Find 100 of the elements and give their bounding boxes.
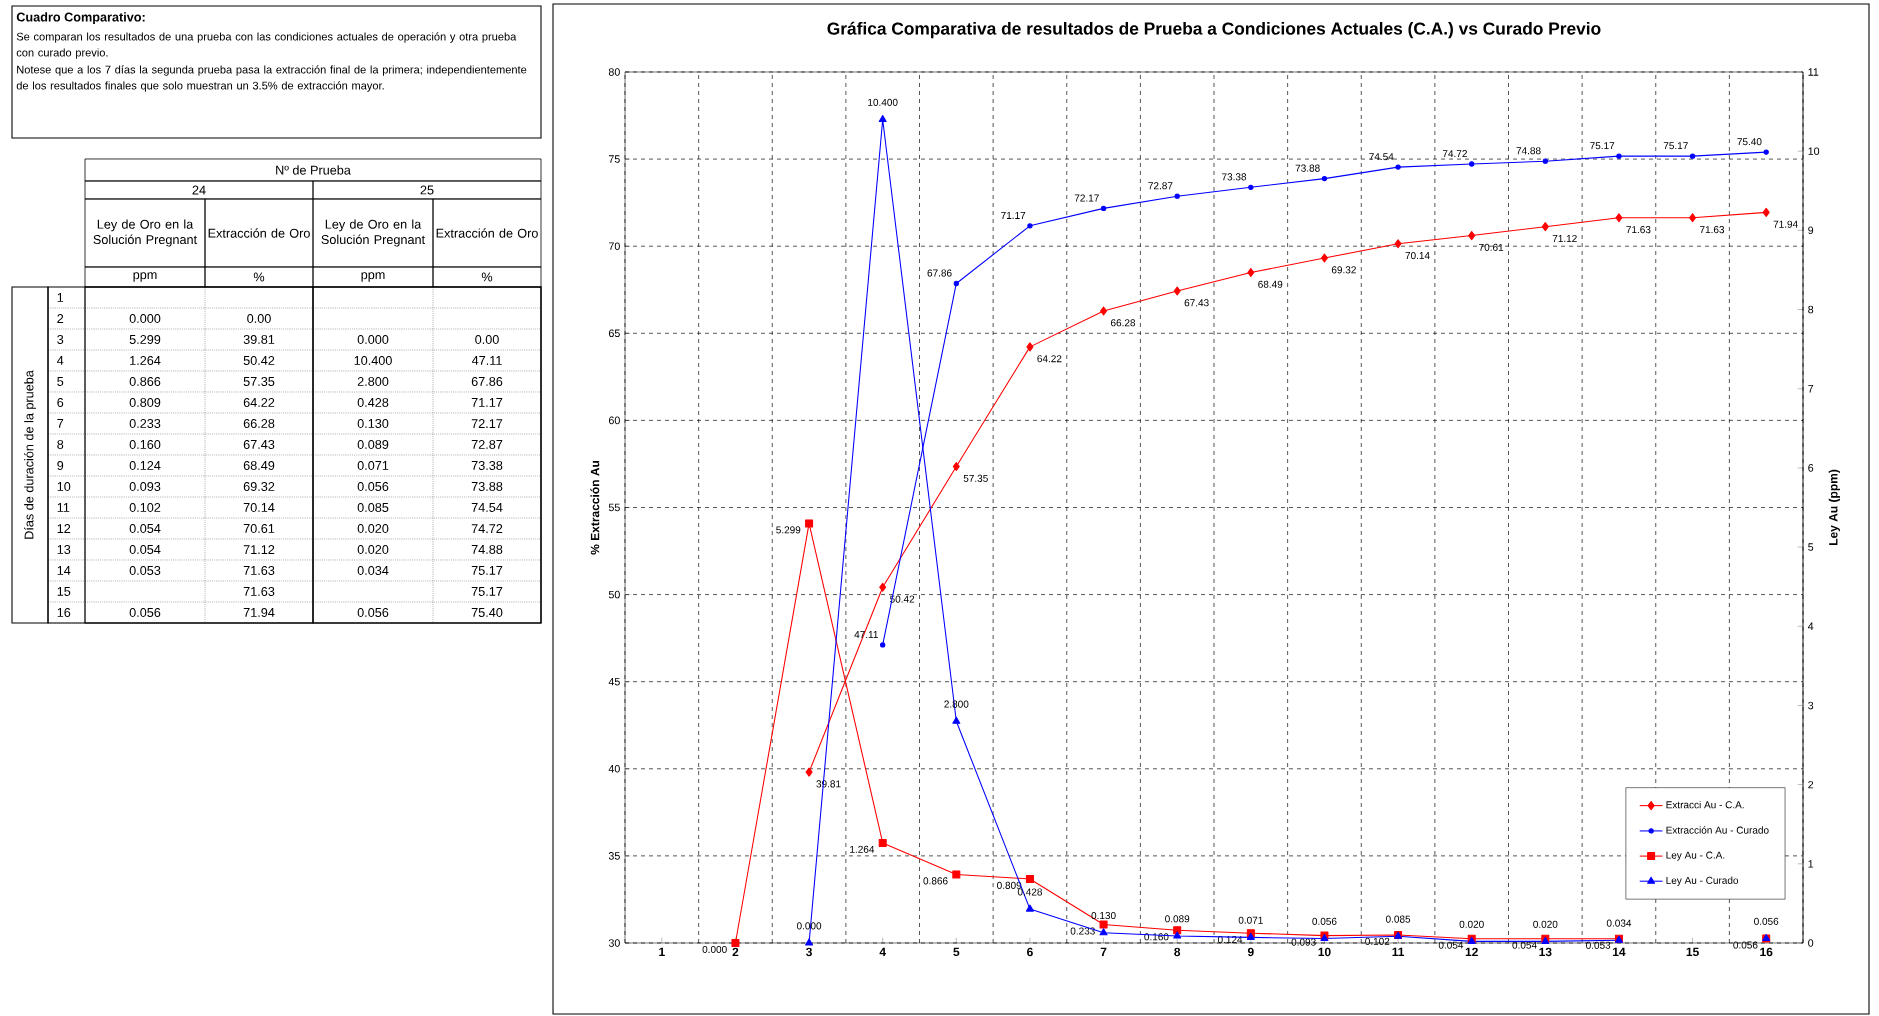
text: 5.299 bbox=[129, 335, 161, 344]
data-label: 66.28 bbox=[1111, 319, 1136, 327]
text: 73.88 bbox=[471, 482, 503, 491]
text: 0.054 bbox=[129, 524, 161, 533]
data-label: 0.102 bbox=[1365, 937, 1390, 945]
x-tick-label: 13 bbox=[1539, 947, 1552, 957]
text: 50.42 bbox=[243, 356, 275, 365]
text: 57.35 bbox=[243, 377, 275, 386]
data-label: 0.093 bbox=[1291, 938, 1316, 946]
text: 0.085 bbox=[357, 503, 389, 512]
data-label: 70.61 bbox=[1479, 243, 1504, 251]
y-tick-label: 50 bbox=[608, 590, 620, 599]
text: 1.264 bbox=[130, 356, 161, 365]
data-label: 2.800 bbox=[944, 700, 969, 708]
text: Notese que a los 7 días la segunda prueba pasa la extracción final de la primera; independientemente de los resultados finales que solo muestran un 3.5% de extracción mayor. bbox=[16, 65, 527, 92]
text: 0.000 bbox=[357, 335, 389, 344]
text: 0.056 bbox=[129, 608, 161, 617]
text: 0.054 bbox=[129, 545, 161, 554]
text: 73.38 bbox=[471, 461, 503, 470]
text: 0.160 bbox=[129, 440, 161, 449]
x-tick-label: 14 bbox=[1613, 947, 1626, 956]
x-tick-label: 16 bbox=[1760, 947, 1773, 957]
text: Se comparan los resultados de una prueba con las condiciones actuales de operación y otra prueba con curado previo. bbox=[16, 32, 517, 59]
x-tick-label: Extracción de Oro bbox=[208, 228, 310, 238]
text: 71.63 bbox=[243, 566, 275, 575]
data-label: 64.22 bbox=[1037, 355, 1062, 363]
data-label: 0.809 bbox=[997, 881, 1022, 889]
data-label: 0.233 bbox=[1070, 927, 1095, 935]
data-label: 0.124 bbox=[1217, 936, 1243, 944]
y2-tick-label: 4 bbox=[1807, 622, 1814, 630]
data-label: 0.056 bbox=[1733, 941, 1758, 949]
text: 75.17 bbox=[471, 587, 503, 596]
data-label: 68.49 bbox=[1258, 280, 1283, 288]
text: 25 bbox=[420, 185, 434, 195]
data-label: 67.86 bbox=[927, 269, 952, 277]
data-label: 0.160 bbox=[1144, 933, 1169, 941]
y-tick-label: 70 bbox=[608, 242, 620, 250]
y-tick-label: 55 bbox=[608, 503, 620, 512]
data-label: 0.056 bbox=[1312, 917, 1337, 925]
y-tick-label: 14 bbox=[57, 566, 71, 575]
data-label: 71.12 bbox=[1552, 234, 1577, 242]
data-label: 75.17 bbox=[1590, 142, 1615, 150]
text: 75.17 bbox=[471, 566, 503, 575]
y-tick-label: 30 bbox=[608, 939, 620, 947]
y-tick-label: 60 bbox=[608, 416, 620, 425]
data-label: 0.071 bbox=[1238, 916, 1263, 924]
y-tick-label: 35 bbox=[608, 852, 620, 860]
y-tick-label: 13 bbox=[57, 545, 71, 554]
data-label: 73.38 bbox=[1222, 173, 1247, 181]
text: 72.17 bbox=[471, 419, 503, 428]
y2-tick-label: 10 bbox=[1808, 147, 1820, 155]
text: 0.102 bbox=[129, 503, 161, 512]
text: 0.124 bbox=[129, 461, 161, 470]
data-label: 74.88 bbox=[1516, 147, 1541, 155]
data-label: 72.87 bbox=[1148, 182, 1173, 190]
y-tick-label: 7 bbox=[57, 419, 64, 428]
text: 47.11 bbox=[471, 356, 502, 365]
text: 75.40 bbox=[471, 608, 503, 617]
legend-label: Ley Au - C.A. bbox=[1666, 851, 1725, 861]
data-label: 5.299 bbox=[776, 526, 801, 534]
legend-label: Extracción Au - Curado bbox=[1666, 826, 1769, 834]
x-tick-label: 8 bbox=[1174, 947, 1181, 957]
text: 74.72 bbox=[471, 524, 503, 533]
data-label: 69.32 bbox=[1331, 266, 1356, 274]
data-label: 0.866 bbox=[923, 877, 948, 885]
data-label: 1.264 bbox=[850, 845, 875, 853]
y-tick-label: 3 bbox=[57, 335, 64, 344]
y-tick-label: 9 bbox=[57, 461, 64, 470]
text: 64.22 bbox=[243, 398, 275, 407]
text: 2.800 bbox=[357, 377, 389, 386]
x-tick-label: 7 bbox=[1100, 947, 1107, 956]
text: 67.86 bbox=[471, 377, 503, 386]
y-tick-label: 8 bbox=[57, 440, 64, 449]
y-axis-title: % Extracción Au bbox=[590, 460, 600, 555]
data-label: 73.88 bbox=[1295, 164, 1320, 172]
text: 70.61 bbox=[243, 524, 275, 533]
data-label: 75.17 bbox=[1663, 142, 1688, 150]
text: 24 bbox=[192, 185, 206, 195]
y2-tick-label: 5 bbox=[1808, 543, 1814, 551]
x-tick-label: 15 bbox=[1686, 947, 1699, 957]
data-label: 0.089 bbox=[1165, 915, 1190, 923]
data-label: 0.056 bbox=[1754, 917, 1779, 925]
data-label: 0.020 bbox=[1459, 920, 1484, 928]
y2-tick-label: 8 bbox=[1808, 305, 1814, 314]
x-tick-label: Ley de Oro en la Solución Pregnant bbox=[93, 219, 197, 247]
y-tick-label: 15 bbox=[57, 587, 71, 596]
y-tick-label: 80 bbox=[608, 68, 620, 76]
x-tick-label: 9 bbox=[1247, 947, 1254, 957]
text: ppm bbox=[133, 272, 157, 282]
y-tick-label: 10 bbox=[57, 482, 71, 491]
text: 0.020 bbox=[357, 524, 389, 533]
x-tick-label: 11 bbox=[1392, 947, 1405, 956]
y-tick-label: 12 bbox=[57, 524, 71, 533]
text: 0.00 bbox=[475, 335, 499, 344]
y2-tick-label: 2 bbox=[1808, 780, 1814, 789]
legend-label: Extracci Au - C.A. bbox=[1666, 801, 1744, 809]
chart-title: Nº de Prueba bbox=[276, 165, 351, 175]
x-tick-label: 4 bbox=[879, 947, 886, 956]
data-label: 0.000 bbox=[702, 945, 727, 953]
text: 71.63 bbox=[243, 587, 275, 596]
